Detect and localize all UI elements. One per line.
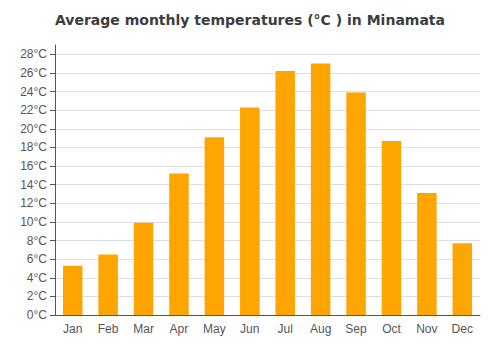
svg-text:10°C: 10°C [20, 215, 47, 229]
svg-text:24°C: 24°C [20, 85, 47, 99]
svg-text:Aug: Aug [310, 322, 331, 336]
svg-text:Jul: Jul [278, 322, 293, 336]
svg-text:22°C: 22°C [20, 103, 47, 117]
svg-text:Mar: Mar [133, 322, 154, 336]
svg-text:Sep: Sep [345, 322, 367, 336]
svg-text:2°C: 2°C [27, 289, 47, 303]
svg-text:0°C: 0°C [27, 308, 47, 322]
svg-text:Nov: Nov [416, 322, 437, 336]
svg-text:Dec: Dec [452, 322, 473, 336]
svg-text:28°C: 28°C [20, 47, 47, 61]
svg-text:Apr: Apr [170, 322, 189, 336]
svg-text:18°C: 18°C [20, 140, 47, 154]
svg-text:Jan: Jan [63, 322, 82, 336]
svg-text:May: May [203, 322, 226, 336]
svg-text:16°C: 16°C [20, 159, 47, 173]
svg-text:Feb: Feb [98, 322, 119, 336]
svg-text:Jun: Jun [240, 322, 259, 336]
svg-text:Average monthly temperatures (: Average monthly temperatures (°C ) in Mi… [55, 12, 445, 28]
svg-text:26°C: 26°C [20, 66, 47, 80]
svg-text:8°C: 8°C [27, 234, 47, 248]
svg-text:20°C: 20°C [20, 122, 47, 136]
svg-text:Oct: Oct [382, 322, 401, 336]
svg-text:6°C: 6°C [27, 252, 47, 266]
svg-text:4°C: 4°C [27, 271, 47, 285]
svg-text:12°C: 12°C [20, 196, 47, 210]
svg-text:14°C: 14°C [20, 178, 47, 192]
